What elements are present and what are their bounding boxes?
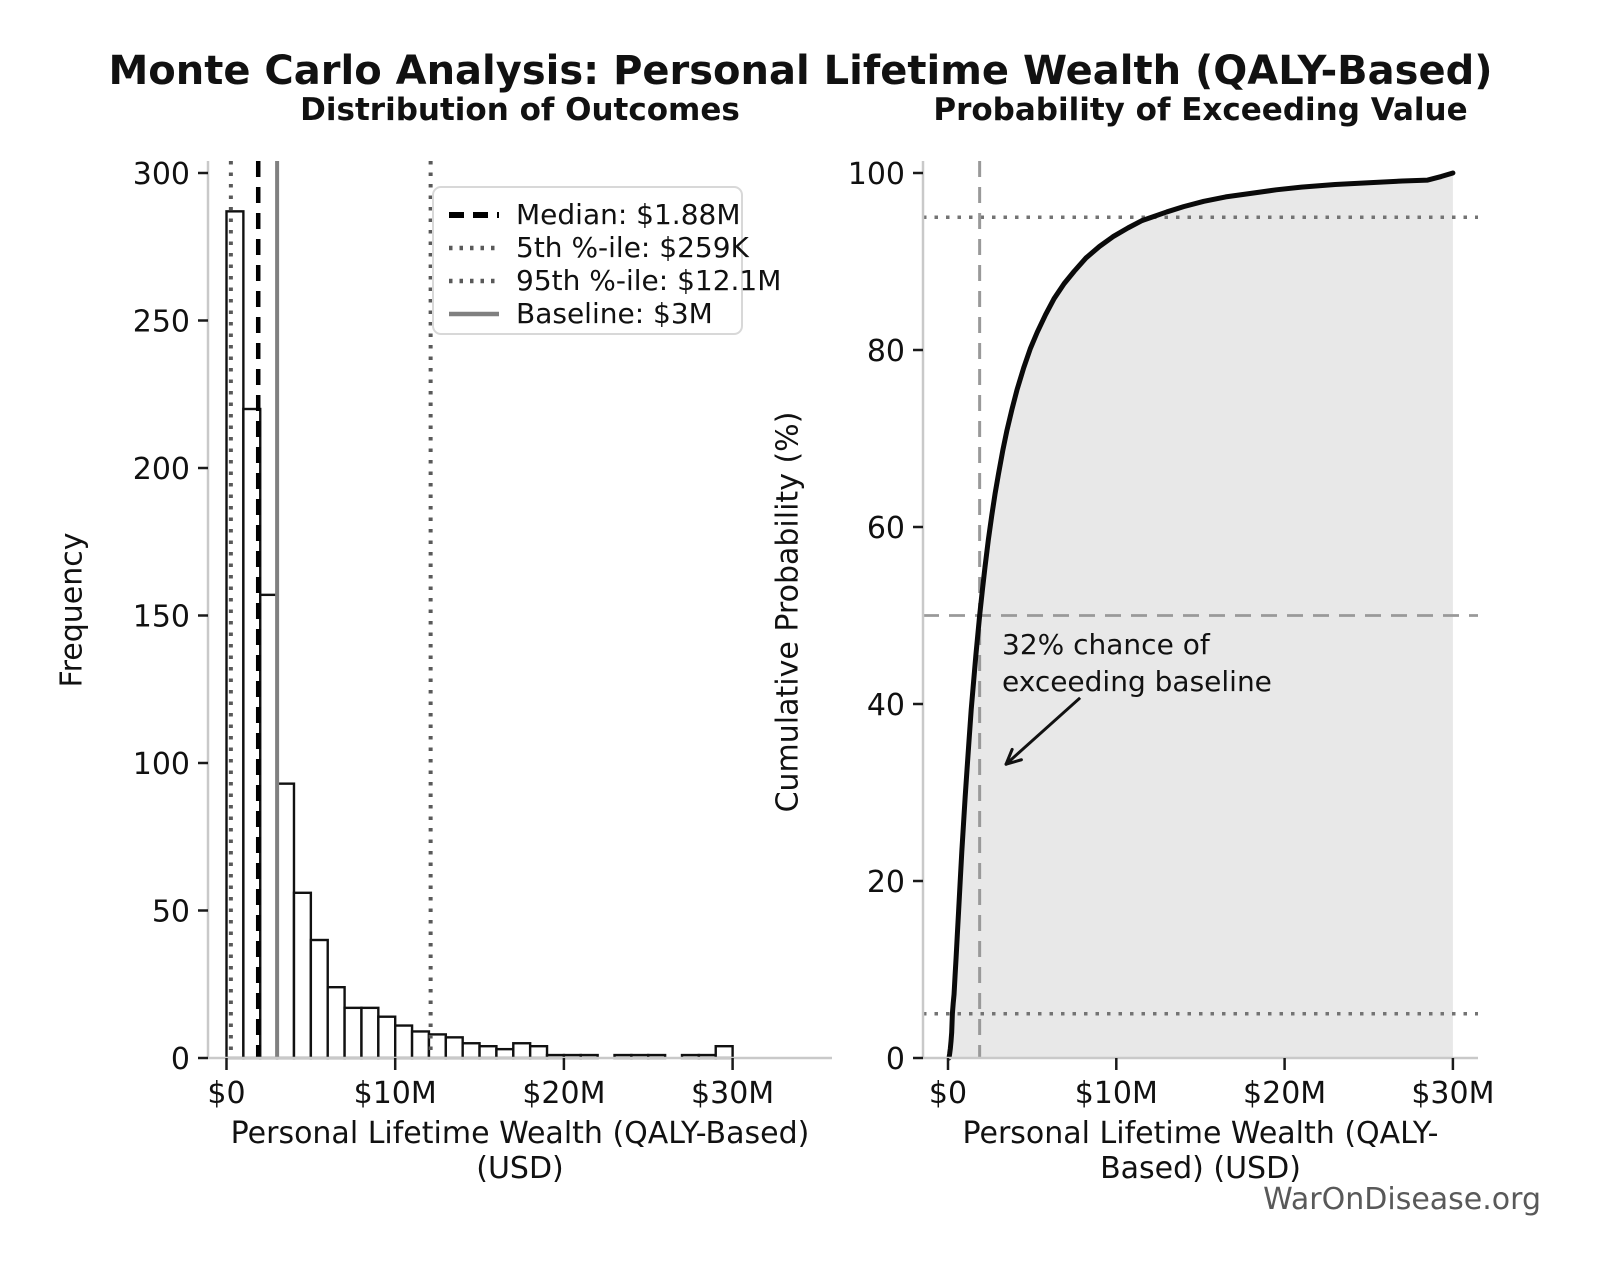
cdf-y-axis-label: Cumulative Probability (%) [770,411,806,813]
page-title: Monte Carlo Analysis: Personal Lifetime … [108,48,1493,94]
histogram-y-tick-label: 200 [133,452,190,487]
histogram-x-axis-label: Personal Lifetime Wealth (QALY-Based) (U… [230,1116,810,1186]
histogram-bar [461,1042,481,1060]
cdf-y-tick-label: 0 [886,1042,905,1077]
baseline-solid-line-sample-icon [449,311,499,316]
cdf-y-tick-label: 40 [867,688,905,723]
p95-dotted-line-sample-icon [449,278,499,283]
legend-item-p95: 95th %-ile: $12.1M [448,264,781,297]
cdf-curve [946,170,1456,1061]
histogram-x-tick-label: $20M [522,1076,605,1111]
cdf-y-tick-label: 100 [848,157,905,192]
cdf-y-tick-label: 20 [867,865,905,900]
histogram-y-tick-label: 100 [133,747,190,782]
histogram-title: Distribution of Outcomes [300,92,740,128]
cdf-annotation: 32% chance of exceeding baseline [1002,626,1272,700]
histogram-bar [326,986,346,1060]
cdf-x-tick-label: $0 [929,1076,967,1111]
legend-label-p5: 5th %-ile: $259K [516,231,749,264]
legend-label-p95: 95th %-ile: $12.1M [516,264,782,297]
histogram-bar [528,1044,549,1060]
histogram-bar [360,1006,380,1060]
histogram-legend: Median: $1.88M 5th %-ile: $259K 95th %-i… [432,186,781,335]
cdf-y-tick-label: 60 [867,511,905,546]
cdf-title: Probability of Exceeding Value [933,92,1468,128]
legend-item-baseline: Baseline: $3M [448,297,727,330]
cdf-x-tick-label: $10M [1075,1076,1158,1111]
histogram-bar [714,1044,734,1060]
histogram-x-tick-label: $30M [691,1076,774,1111]
cdf-annotation-line1: 32% chance of [1002,628,1210,661]
cdf-y-tick-label: 80 [867,334,905,369]
histogram-bar [495,1047,515,1060]
annotation-arrowhead-icon [1004,747,1014,766]
histogram-bar [377,1015,397,1060]
histogram-y-tick-label: 0 [171,1042,190,1077]
legend-label-baseline: Baseline: $3M [516,297,713,330]
p5-dotted-line-sample-icon [449,245,499,250]
median-dashed-line-sample-icon [449,211,499,218]
histogram-bar [512,1042,532,1060]
annotation-arrowhead-icon [1004,758,1023,766]
histogram-y-tick-label: 300 [133,157,190,192]
histogram-y-axis-label: Frequency [54,532,90,688]
annotation-arrow-shaft [1005,696,1082,766]
histogram-bar [394,1024,414,1060]
cdf-annotation-line2: exceeding baseline [1002,665,1272,698]
cdf-x-tick-label: $20M [1243,1076,1326,1111]
cdf-x-tick-label: $30M [1411,1076,1494,1111]
legend-item-p5: 5th %-ile: $259K [448,231,749,264]
histogram-bar [275,782,296,1060]
histogram-bar [444,1036,464,1060]
histogram-bar [309,938,329,1060]
histogram-bar [292,891,313,1060]
histogram-y-tick-label: 50 [152,895,190,930]
cdf-shaded-area [949,173,1453,1058]
histogram-bar [259,593,279,1060]
histogram-bar [343,1006,363,1060]
histogram-x-tick-label: $0 [207,1076,245,1111]
watermark-text: WarOnDisease.org [1263,1182,1541,1217]
histogram-bar [410,1030,431,1060]
histogram-x-tick-label: $10M [354,1076,437,1111]
histogram-y-tick-label: 250 [133,305,190,340]
legend-item-median: Median: $1.88M [448,198,741,231]
histogram-bar [478,1044,498,1060]
cdf-x-axis-label: Personal Lifetime Wealth (QALY-Based) (U… [962,1116,1439,1186]
legend-label-median: Median: $1.88M [516,198,741,231]
histogram-y-tick-label: 150 [133,600,190,635]
